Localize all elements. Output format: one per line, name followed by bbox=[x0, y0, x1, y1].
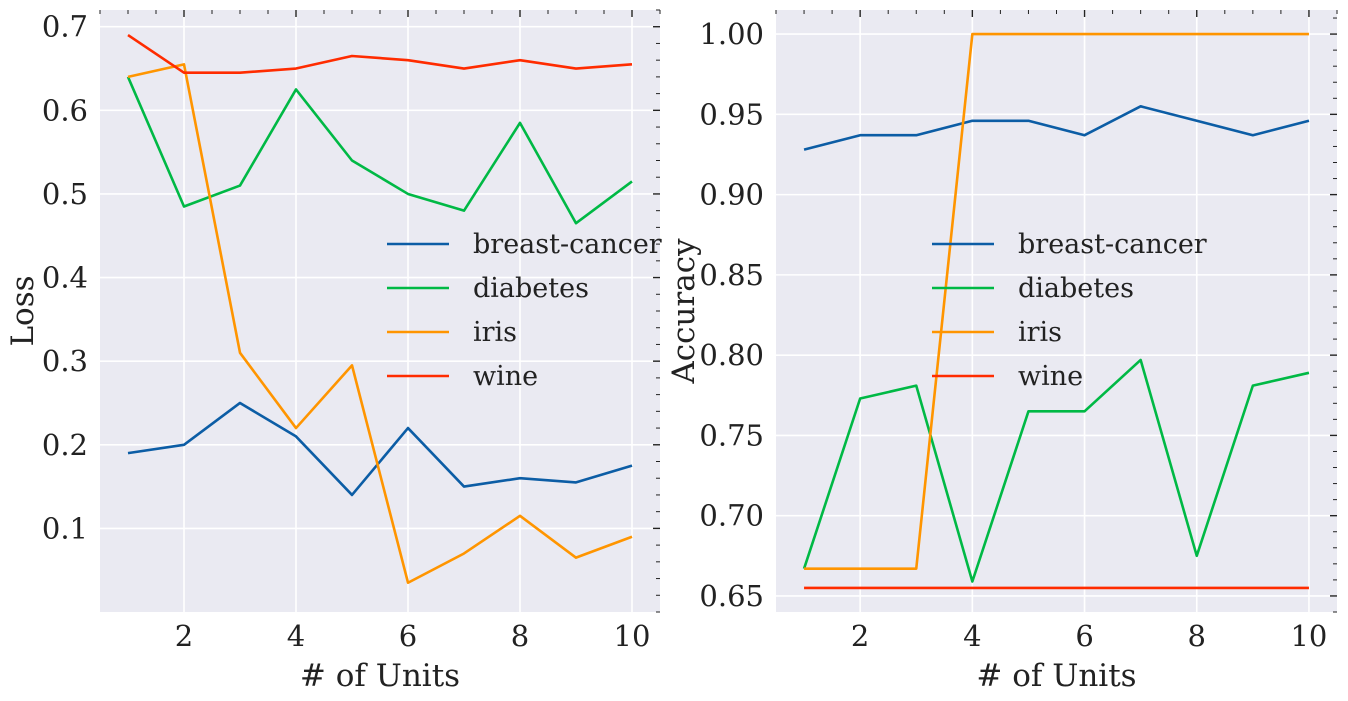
y-tick-label: 0.75 bbox=[699, 418, 764, 452]
y-tick-label: 0.1 bbox=[42, 511, 88, 545]
plot-area bbox=[776, 10, 1337, 612]
y-axis-label: Accuracy bbox=[666, 238, 702, 385]
y-tick-label: 1.00 bbox=[699, 17, 764, 51]
series-iris bbox=[804, 32, 1309, 570]
legend-label: iris bbox=[1018, 317, 1062, 348]
series-line-wine bbox=[127, 34, 633, 75]
legend-label: diabetes bbox=[1018, 273, 1134, 304]
y-tick-label: 0.4 bbox=[42, 261, 88, 295]
series-line-diabetes bbox=[126, 76, 633, 225]
x-tick-label: 8 bbox=[511, 619, 529, 653]
series-line-breast-cancer bbox=[127, 401, 633, 497]
y-tick-label: 0.80 bbox=[699, 338, 764, 372]
legend: breast-cancer diabetes iris wine bbox=[932, 229, 1207, 392]
legend-label: breast-cancer bbox=[473, 229, 662, 260]
y-tick-label: 0.6 bbox=[42, 93, 88, 127]
series-iris bbox=[127, 63, 633, 585]
legend-label: wine bbox=[473, 361, 538, 392]
x-tick-label: 10 bbox=[614, 619, 651, 653]
x-axis-label: # of Units bbox=[976, 658, 1136, 694]
x-tick-label: 10 bbox=[1290, 619, 1327, 653]
x-tick-label: 4 bbox=[963, 619, 981, 653]
chart-2: 2 4 6 8 10 0.65 0.70 0.75 0.80 0.85 0.90 0.95 1.00 # … bbox=[666, 10, 1338, 694]
y-tick-label: 0.85 bbox=[699, 258, 764, 292]
y-tick-label: 0.2 bbox=[42, 428, 88, 462]
y-tick-label: 0.7 bbox=[42, 10, 88, 44]
x-tick-label: 6 bbox=[399, 619, 417, 653]
legend-label: breast-cancer bbox=[1018, 229, 1207, 260]
y-tick-label: 0.65 bbox=[699, 579, 764, 613]
x-tick-label: 2 bbox=[851, 619, 869, 653]
series-wine bbox=[127, 34, 633, 75]
y-axis-label: Loss bbox=[5, 275, 41, 346]
x-tick-label: 8 bbox=[1188, 619, 1206, 653]
series-breast-cancer bbox=[127, 401, 633, 497]
legend: breast-cancer diabetes iris wine bbox=[387, 229, 662, 392]
x-tick-label: 6 bbox=[1075, 619, 1093, 653]
x-axis-label: # of Units bbox=[300, 658, 460, 694]
y-tick-label: 0.95 bbox=[699, 97, 764, 131]
series-line-breast-cancer bbox=[803, 105, 1310, 151]
legend-label: diabetes bbox=[473, 273, 589, 304]
y-tick-label: 0.70 bbox=[699, 499, 764, 533]
series-breast-cancer bbox=[803, 105, 1310, 151]
series-line-iris bbox=[804, 32, 1309, 570]
x-tick-label: 2 bbox=[175, 619, 193, 653]
series-line-iris bbox=[127, 63, 633, 585]
chart-1: 2 4 6 8 10 0.1 0.2 0.3 0.4 0.5 0.6 0.7 # of Units Los… bbox=[5, 9, 662, 694]
series-line-diabetes bbox=[802, 358, 1310, 583]
y-tick-label: 0.5 bbox=[42, 177, 88, 211]
legend-label: iris bbox=[473, 317, 517, 348]
y-tick-label: 0.90 bbox=[699, 178, 764, 212]
legend-label: wine bbox=[1018, 361, 1083, 392]
y-tick-label: 0.3 bbox=[42, 344, 88, 378]
x-tick-label: 4 bbox=[287, 619, 305, 653]
